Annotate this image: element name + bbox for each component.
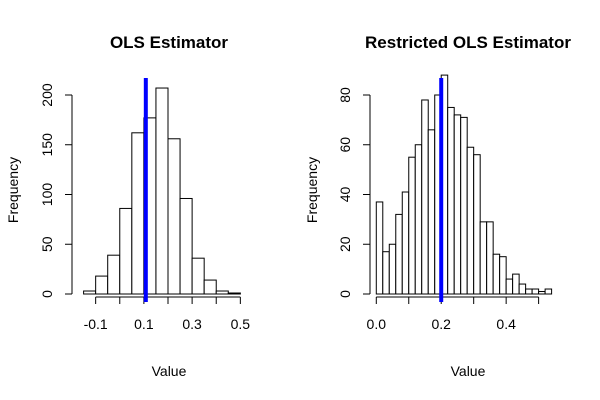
restricted-histogram-bar — [518, 283, 527, 295]
restricted-histogram-bar — [460, 116, 468, 295]
ols-x-tick-label: 0.3 — [182, 316, 202, 332]
ols-histogram-bar — [179, 197, 193, 295]
ols-histogram-bar — [107, 254, 121, 295]
restricted-histogram-bar — [375, 201, 384, 295]
restricted-histogram-bar — [466, 146, 475, 295]
ols-x-tick-label: 0.1 — [134, 316, 154, 332]
restricted-y-axis-label: Frequency — [304, 157, 320, 223]
restricted-histogram-bar — [388, 243, 397, 295]
restricted-y-tick-label: 20 — [337, 236, 353, 252]
ols-y-tick-label: 0 — [39, 290, 55, 298]
ols-chart-title: OLS Estimator — [110, 33, 228, 52]
restricted-ols-panel: Restricted OLS Estimator Value Frequency… — [304, 33, 571, 379]
ols-x-tick-label: 0.5 — [231, 316, 251, 332]
ols-y-tick-label: 150 — [39, 133, 55, 157]
restricted-histogram-bar — [492, 253, 501, 295]
restricted-histogram-bar — [453, 114, 462, 295]
ols-y-tick-label: 50 — [39, 236, 55, 252]
ols-y-tick-label: 100 — [39, 183, 55, 207]
restricted-y-axis: 0 20 40 60 80 — [337, 87, 371, 298]
ols-x-tick-label: -0.1 — [84, 316, 108, 332]
restricted-histogram-bar — [486, 221, 494, 295]
ols-histogram-bar — [191, 257, 205, 295]
ols-histogram-bar — [119, 207, 133, 295]
ols-y-axis-label: Frequency — [5, 157, 21, 223]
restricted-histogram-bar — [544, 288, 553, 295]
restricted-y-tick-label: 60 — [337, 137, 353, 153]
ols-panel: OLS Estimator Value Frequency -0.1 0.1 0.3… — [5, 33, 250, 379]
restricted-histogram-bar — [499, 256, 507, 295]
restricted-histogram-bar — [447, 106, 455, 295]
restricted-histogram-bar — [538, 291, 546, 295]
restricted-y-tick-label: 40 — [337, 187, 353, 203]
restricted-chart-title: Restricted OLS Estimator — [365, 33, 571, 52]
restricted-x-axis: 0.0 0.2 0.4 — [367, 296, 540, 332]
restricted-histogram-bar — [427, 129, 436, 295]
restricted-y-tick-label: 80 — [337, 87, 353, 103]
restricted-histogram-bar — [382, 251, 390, 295]
ols-bars — [83, 87, 241, 295]
restricted-histogram-bar — [414, 144, 423, 295]
ols-histogram-bar — [203, 279, 217, 295]
ols-y-tick-label: 200 — [39, 83, 55, 107]
ols-histogram-bar — [167, 138, 181, 295]
ols-histogram-bar — [215, 290, 229, 295]
restricted-x-tick-label: 0.2 — [431, 316, 451, 332]
restricted-histogram-bar — [505, 278, 514, 295]
restricted-histogram-bar — [421, 99, 429, 295]
ols-histogram-bar — [131, 132, 145, 295]
ols-histogram-bar — [95, 275, 109, 295]
restricted-y-tick-label: 0 — [337, 290, 353, 298]
restricted-histogram-bar — [525, 288, 533, 295]
restricted-histogram-bar — [395, 213, 403, 295]
ols-x-axis-label: Value — [152, 363, 187, 379]
restricted-x-tick-label: 0.0 — [367, 316, 387, 332]
restricted-histogram-bar — [408, 156, 416, 295]
restricted-histogram-bar — [401, 191, 410, 295]
ols-y-axis: 0 50 100 150 200 — [39, 83, 73, 298]
restricted-x-axis-label: Value — [451, 363, 486, 379]
ols-histogram-bar — [83, 290, 97, 295]
restricted-histogram-bar — [473, 154, 481, 295]
ols-histogram-bar — [155, 87, 169, 295]
restricted-histogram-bar — [531, 288, 540, 295]
restricted-x-tick-label: 0.4 — [496, 316, 516, 332]
restricted-histogram-bar — [512, 273, 520, 295]
restricted-histogram-bar — [479, 221, 488, 295]
ols-x-axis: -0.1 0.1 0.3 0.5 — [84, 296, 251, 332]
ols-histogram-bar — [227, 292, 241, 295]
restricted-bars — [375, 74, 553, 295]
